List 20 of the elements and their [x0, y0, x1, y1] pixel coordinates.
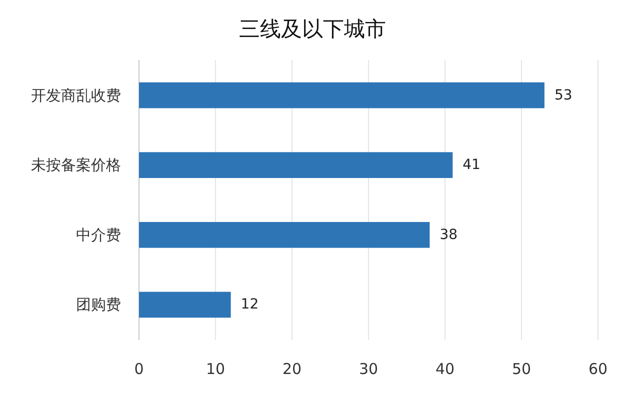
bar: [139, 82, 544, 108]
x-tick-label: 20: [282, 360, 302, 378]
x-tick-label: 30: [358, 360, 378, 378]
bar: [139, 222, 430, 248]
chart-title: 三线及以下城市: [239, 17, 386, 41]
y-tick-label: 未按备案价格: [31, 156, 121, 174]
y-tick-label: 团购费: [76, 296, 121, 314]
y-tick-label: 中介费: [76, 226, 121, 244]
x-tick-label: 40: [435, 360, 455, 378]
x-tick-label: 50: [512, 360, 532, 378]
x-tick-label: 60: [588, 360, 608, 378]
bar: [139, 152, 453, 178]
y-tick-label: 开发商乱收费: [31, 86, 121, 104]
data-label: 38: [440, 226, 458, 243]
x-tick-label: 0: [134, 360, 144, 378]
data-label: 53: [554, 87, 572, 104]
data-label: 41: [462, 157, 480, 174]
x-tick-label: 10: [206, 360, 226, 378]
bar: [139, 292, 231, 318]
data-label: 12: [240, 296, 259, 313]
